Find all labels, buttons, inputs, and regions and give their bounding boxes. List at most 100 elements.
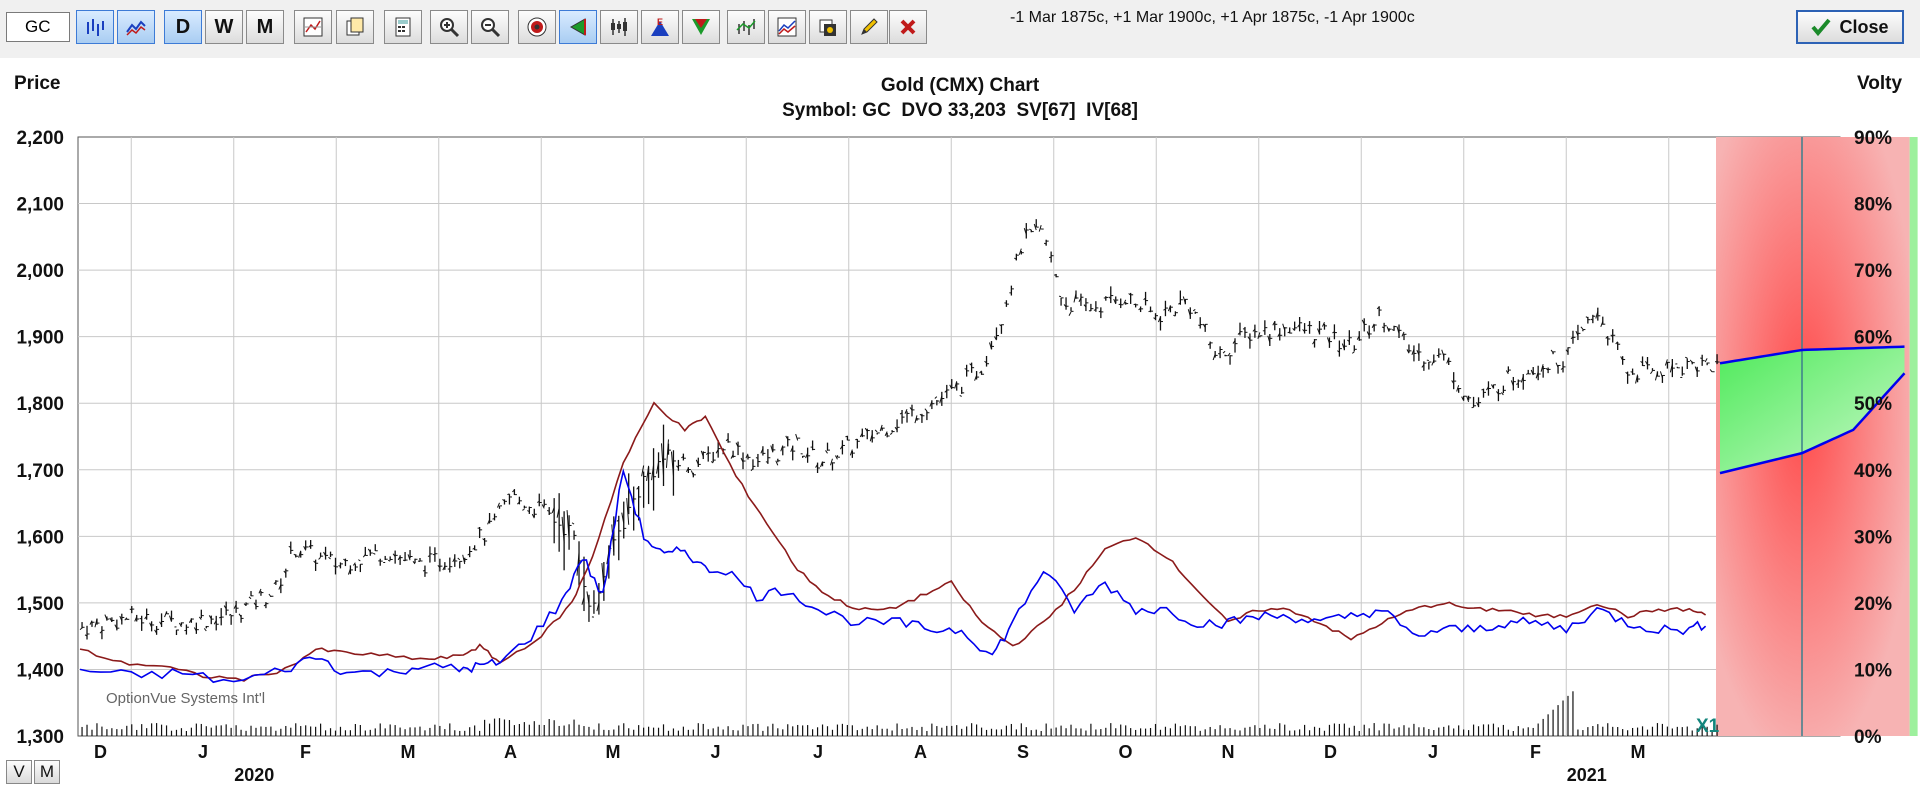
price-bar-open — [1406, 349, 1410, 354]
price-bar-open — [839, 445, 843, 450]
price-bar-open — [1446, 358, 1450, 364]
price-bar-open — [407, 554, 411, 561]
price-bar-open — [1277, 332, 1281, 338]
month-tick-label: D — [1324, 742, 1337, 762]
price-bar-open — [457, 557, 461, 561]
price-bar-open — [1272, 321, 1276, 326]
price-bar-open — [531, 513, 535, 519]
price-bar-open — [452, 557, 456, 563]
price-bar-open — [1530, 369, 1534, 376]
volume-toggle-button[interactable]: V — [6, 760, 32, 784]
price-bar-open — [944, 390, 948, 393]
price-bar-open — [874, 429, 878, 433]
price-bar-open — [1635, 374, 1639, 384]
price-tick-label: 1,300 — [16, 727, 64, 748]
price-bar-open — [248, 596, 252, 600]
price-bar-open — [919, 413, 923, 417]
price-bar-open — [1014, 257, 1017, 260]
price-bar-open — [233, 604, 237, 609]
price-bar-open — [894, 426, 898, 431]
studies-button[interactable] — [727, 10, 765, 44]
price-bar-open — [1123, 299, 1127, 305]
price-bar-open — [1535, 371, 1539, 379]
price-bar-open — [815, 464, 818, 468]
symbol-input[interactable] — [6, 12, 70, 42]
price-bar-open — [1555, 362, 1559, 368]
price-bar-open — [1317, 328, 1320, 334]
calculator-button[interactable] — [384, 10, 422, 44]
price-bar-open — [1207, 342, 1211, 346]
price-bar-open — [1232, 340, 1236, 344]
price-bar-open — [1600, 321, 1604, 328]
zoom-in-button[interactable] — [430, 10, 468, 44]
month-tick-label: M — [401, 742, 416, 762]
price-bar-open — [303, 545, 307, 551]
toolbar: D W M E -1 Mar 1875c, +1 Mar — [0, 0, 1920, 56]
price-volatility-chart[interactable]: Price Volty Gold (CMX) Chart Symbol: GC … — [0, 58, 1920, 794]
price-bar-open — [1520, 376, 1524, 383]
price-bar-open — [611, 524, 615, 553]
price-tick-label: 1,400 — [16, 660, 64, 681]
bar-chart-button[interactable] — [76, 10, 114, 44]
price-bar-open — [656, 461, 660, 474]
copy-button[interactable] — [336, 10, 374, 44]
volty-tick-label: 60% — [1854, 328, 1892, 349]
paint-button[interactable] — [809, 10, 847, 44]
target-button[interactable] — [518, 10, 556, 44]
price-bar-open — [223, 605, 227, 610]
price-bar-open — [1128, 293, 1131, 296]
weekly-button[interactable]: W — [205, 10, 243, 44]
zoom-out-button[interactable] — [471, 10, 509, 44]
price-bar-open — [909, 407, 913, 411]
price-bar-open — [343, 558, 346, 562]
volty-tick-label: 90% — [1854, 128, 1892, 149]
price-bar-open — [1063, 304, 1067, 308]
price-bar-open — [442, 565, 446, 571]
pencil-icon — [861, 18, 878, 35]
monthly-button[interactable]: M — [246, 10, 284, 44]
price-bar-open — [745, 453, 749, 459]
triangle-button[interactable] — [682, 10, 720, 44]
price-bar-open — [924, 408, 928, 412]
price-tick-label: 1,800 — [16, 394, 64, 415]
volty-tick-label: 70% — [1854, 261, 1892, 282]
price-bar-open — [626, 498, 630, 525]
price-bar-open — [1704, 358, 1708, 363]
price-bar-open — [437, 564, 441, 568]
price-bar-open — [621, 512, 625, 524]
candles-button[interactable] — [600, 10, 638, 44]
daily-button[interactable]: D — [164, 10, 202, 44]
month-tick-label: A — [504, 742, 517, 762]
flag-button[interactable] — [559, 10, 597, 44]
price-bar-open — [755, 457, 759, 459]
price-bar-open — [367, 548, 371, 553]
price-bar-open — [1257, 332, 1261, 339]
chart-settings-button[interactable] — [294, 10, 332, 44]
price-bar-open — [178, 622, 182, 628]
price-bar-open — [124, 617, 128, 621]
price-bar-open — [1421, 364, 1425, 368]
price-bar-open — [1068, 311, 1072, 316]
price-bar-open — [1033, 223, 1037, 231]
price-bar-open — [1098, 310, 1102, 313]
price-bar-open — [1664, 359, 1668, 366]
price-bar-open — [1451, 380, 1455, 384]
price-bar-open — [1133, 303, 1136, 306]
price-bar-open — [576, 552, 580, 576]
close-button[interactable]: Close — [1796, 10, 1904, 44]
price-bar-open — [1083, 304, 1087, 308]
price-bar-open — [144, 615, 148, 620]
line-chart-button[interactable] — [117, 10, 155, 44]
price-bar-open — [939, 395, 943, 404]
mode-toggle-button[interactable]: M — [34, 760, 60, 784]
price-bar-open — [994, 336, 997, 341]
volatility-button[interactable] — [768, 10, 806, 44]
pencil-button[interactable] — [850, 10, 888, 44]
price-bar-open — [1212, 353, 1216, 361]
line-chart-icon — [126, 20, 146, 36]
price-bar-open — [1297, 323, 1301, 328]
expiration-button[interactable]: E — [641, 10, 679, 44]
delete-button[interactable] — [889, 10, 927, 44]
price-bar-open — [1560, 367, 1564, 370]
price-bar-open — [914, 415, 918, 424]
